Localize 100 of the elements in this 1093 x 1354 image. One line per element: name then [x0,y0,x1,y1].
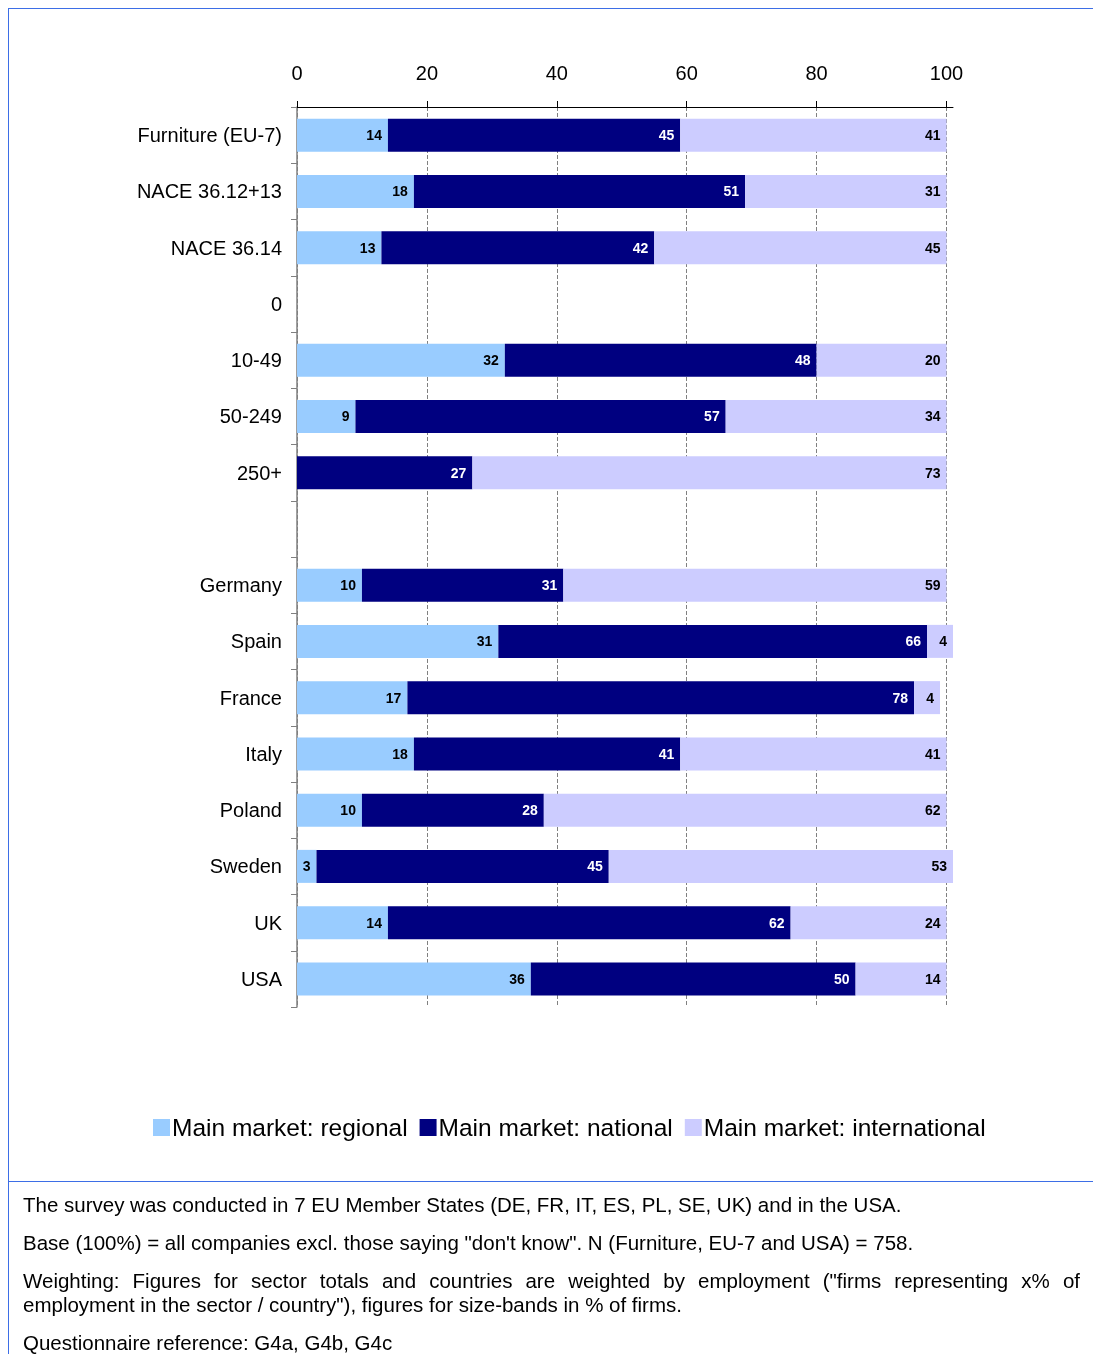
bar [530,962,856,996]
text: Questionnaire reference: G4a, G4b, G4c [23,1331,394,1354]
bar [355,399,726,433]
data-label: 31 [924,183,941,200]
data-label: 59 [924,577,941,594]
data-label: 41 [924,745,941,762]
data-label: 14 [366,914,383,931]
bar [297,568,362,602]
bar [297,231,382,265]
data-label: 50 [834,970,850,987]
x-tick-label: 40 [545,62,568,84]
bar [745,174,947,208]
bar [407,681,915,715]
y-tick-label: Poland [219,799,282,822]
bar [413,174,746,208]
data-label: 36 [509,970,526,987]
bar [381,231,655,265]
bar [297,624,499,658]
data-label: 31 [541,577,558,594]
text: Base (100%) = all companies excl. those saying "don't know". N (Furniture, EU-7 and USA) = 758. [23,1231,915,1255]
legend-label: Main market: international [703,1114,986,1141]
y-tick-label: UK [254,911,283,934]
bar [297,174,414,208]
y-tick-label: NACE 36.14 [170,236,282,259]
data-label: 34 [924,408,941,425]
bar [504,343,817,377]
y-tick-label: 0 [270,292,282,315]
text: Weighting: Figures for sector totals and countries are weighted by employment ("firms representing x% of employment in the sector / country"), figures for size-bands in % of firms. [23,1269,1080,1317]
x-tick-label: 0 [291,62,303,84]
bar [297,399,356,433]
bar [297,118,388,152]
data-label: 45 [658,127,675,144]
legend-label: Main market: regional [172,1114,408,1141]
data-label: 53 [931,858,948,875]
bar [927,624,953,658]
bar [361,793,544,827]
y-tick-label: Italy [245,742,282,765]
y-tick-label: Furniture (EU-7) [137,124,282,147]
data-label: 17 [385,689,402,706]
bar [413,737,681,771]
data-label: 9 [341,408,350,425]
data-label: 18 [392,745,409,762]
bar [297,962,531,996]
bar [387,906,791,940]
bar [472,456,947,490]
bar [790,906,947,940]
data-label: 13 [359,239,376,256]
data-label: 27 [450,464,467,481]
data-label: 4 [926,689,935,706]
data-label: 57 [704,408,720,425]
bar [297,681,408,715]
data-label: 31 [476,633,493,650]
data-label: 4 [939,633,948,650]
y-tick-label: France [219,686,282,709]
data-label: 14 [924,970,941,987]
data-label: 41 [924,127,941,144]
x-tick-label: 80 [805,62,828,84]
legend-label: Main market: national [438,1114,673,1141]
data-label: 48 [795,352,811,369]
y-tick-label: USA [240,967,283,990]
x-tick-label: 100 [929,62,964,84]
data-label: 45 [924,239,941,256]
bar [297,906,388,940]
data-label: 32 [483,352,500,369]
bar [608,849,953,883]
data-label: 66 [905,633,922,650]
bar [543,793,947,827]
y-tick-label: Spain [230,630,282,653]
data-label: 20 [924,352,941,369]
bar [297,737,414,771]
bar [680,737,947,771]
bar [725,399,947,433]
data-label: 78 [892,689,909,706]
bar [297,343,505,377]
y-tick-label: Sweden [209,855,282,878]
bar [498,624,928,658]
data-label: 73 [924,464,941,481]
bar [680,118,947,152]
data-label: 62 [769,914,785,931]
data-label: 14 [366,127,383,144]
y-tick-label: Germany [199,574,282,597]
data-label: 41 [658,745,675,762]
x-tick-label: 60 [675,62,698,84]
text: The survey was conducted in 7 EU Member States (DE, FR, IT, ES, PL, SE, UK) and in the USA. [23,1193,903,1217]
y-tick-label: 10-49 [230,349,282,372]
bar [816,343,947,377]
data-label: 45 [587,858,603,875]
data-label: 42 [632,239,649,256]
bar [361,568,564,602]
data-label: 28 [522,802,539,819]
data-label: 51 [723,183,740,200]
data-label: 10 [340,802,357,819]
x-tick-label: 20 [415,62,439,84]
bar [914,681,941,715]
data-label: 24 [924,914,941,931]
data-label: 3 [302,858,311,875]
bar [297,456,473,490]
bar [654,231,947,265]
y-tick-label: 250+ [236,461,282,484]
y-tick-label: 50-249 [219,405,282,428]
